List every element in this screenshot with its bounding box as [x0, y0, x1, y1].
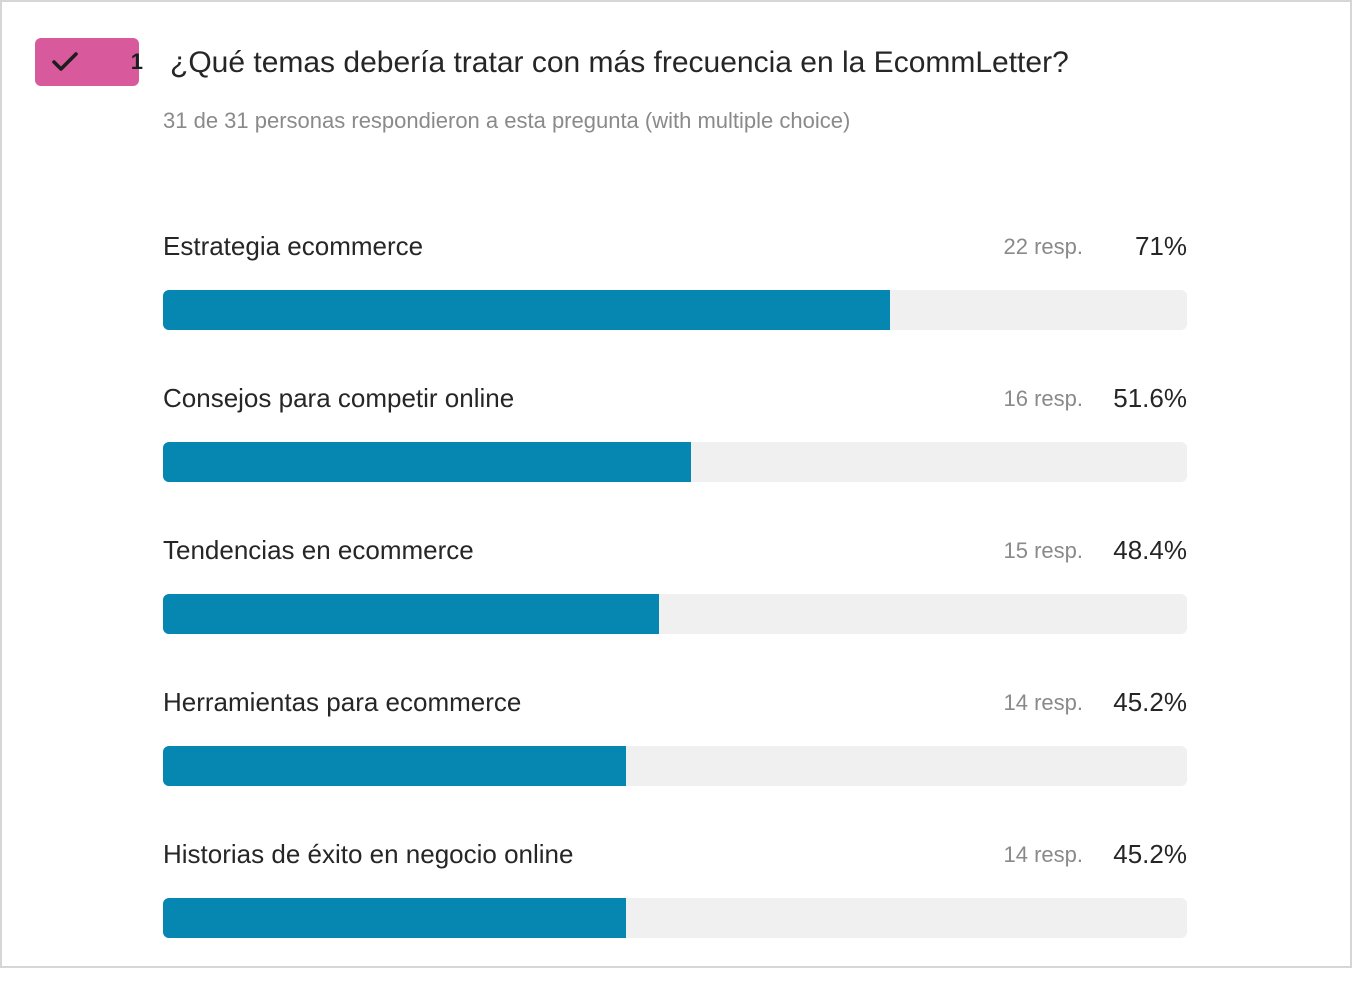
answer-label: Estrategia ecommerce — [163, 231, 424, 261]
answer-bar-fill — [163, 290, 891, 330]
answer-bar-track — [163, 290, 1187, 330]
answer-row: Historias de éxito en negocio online 14 … — [163, 836, 1187, 988]
question-number: 1 — [130, 49, 143, 74]
question-number-badge: 1 — [35, 38, 143, 86]
answer-response-count: 16 resp. — [1003, 386, 1084, 411]
answer-label: Herramientas para ecommerce — [163, 687, 522, 717]
answer-label: Tendencias en ecommerce — [163, 535, 474, 565]
answer-row: Consejos para competir online 16 resp. 5… — [163, 380, 1187, 532]
answer-row: Estrategia ecommerce 22 resp. 71% — [163, 228, 1187, 380]
answer-bar-fill — [163, 442, 692, 482]
answer-percentage: 48.4% — [1113, 535, 1187, 565]
answer-label: Consejos para competir online — [163, 383, 515, 413]
answer-percentage: 45.2% — [1113, 687, 1187, 717]
question-results-card: 1 ¿Qué temas debería tratar con más frec… — [0, 0, 1352, 968]
answer-bar-track — [163, 442, 1187, 482]
answer-percentage: 51.6% — [1113, 383, 1187, 413]
checkmark-icon — [52, 52, 78, 71]
answer-response-count: 14 resp. — [1003, 842, 1084, 867]
answer-percentage: 71% — [1134, 231, 1187, 261]
answer-bar-fill — [163, 746, 626, 786]
answer-bar-track — [163, 594, 1187, 634]
answer-response-count: 14 resp. — [1003, 690, 1084, 715]
answer-bar-fill — [163, 898, 626, 938]
answer-bar-track — [163, 746, 1187, 786]
answer-list: Estrategia ecommerce 22 resp. 71% Consej… — [163, 228, 1187, 988]
answer-bar-fill — [163, 594, 659, 634]
answer-row: Herramientas para ecommerce 14 resp. 45.… — [163, 684, 1187, 836]
answer-response-count: 22 resp. — [1003, 234, 1084, 259]
answer-row: Tendencias en ecommerce 15 resp. 48.4% — [163, 532, 1187, 684]
response-summary: 31 de 31 personas respondieron a esta pr… — [163, 108, 851, 133]
answer-percentage: 45.2% — [1113, 839, 1187, 869]
answer-label: Historias de éxito en negocio online — [163, 839, 574, 869]
answer-response-count: 15 resp. — [1003, 538, 1084, 563]
answer-bar-track — [163, 898, 1187, 938]
question-title: ¿Qué temas debería tratar con más frecue… — [170, 46, 1069, 79]
